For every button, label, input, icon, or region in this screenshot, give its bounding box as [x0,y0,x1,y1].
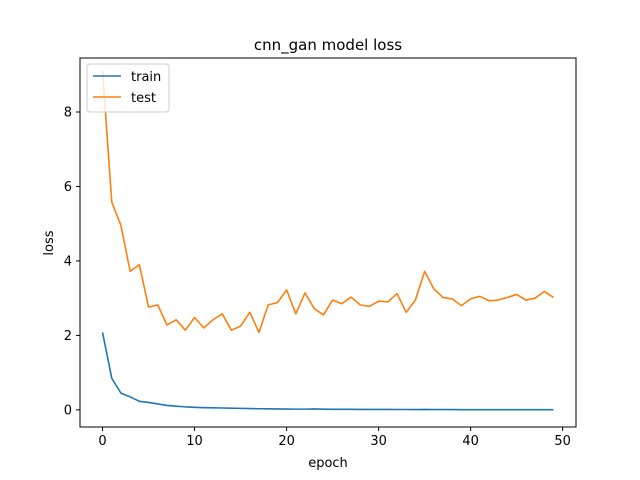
y-axis-ticks: 0 2 4 6 8 [64,105,80,418]
x-tick-label: 30 [370,434,387,449]
series-line-test [101,70,554,334]
x-tick-label: 40 [462,434,479,449]
y-tick-label: 4 [64,254,72,269]
legend-label-train: train [131,70,161,85]
y-tick-label: 8 [64,105,72,120]
x-tick-label: 0 [98,434,106,449]
y-axis-label: loss [42,230,57,255]
x-tick-label: 10 [186,434,203,449]
legend-label-test: test [131,91,156,106]
y-tick-label: 0 [64,403,72,418]
chart-title: cnn_gan model loss [254,36,402,55]
y-tick-label: 6 [64,180,72,195]
x-tick-label: 20 [278,434,295,449]
x-axis-ticks: 0 10 20 30 40 50 [98,427,571,449]
x-axis-label: epoch [308,456,348,471]
y-tick-label: 2 [64,329,72,344]
plot-area-frame [79,57,577,428]
x-tick-label: 50 [554,434,571,449]
plot-lines [101,70,554,411]
series-line-train [101,332,554,411]
legend: train test [86,63,170,113]
